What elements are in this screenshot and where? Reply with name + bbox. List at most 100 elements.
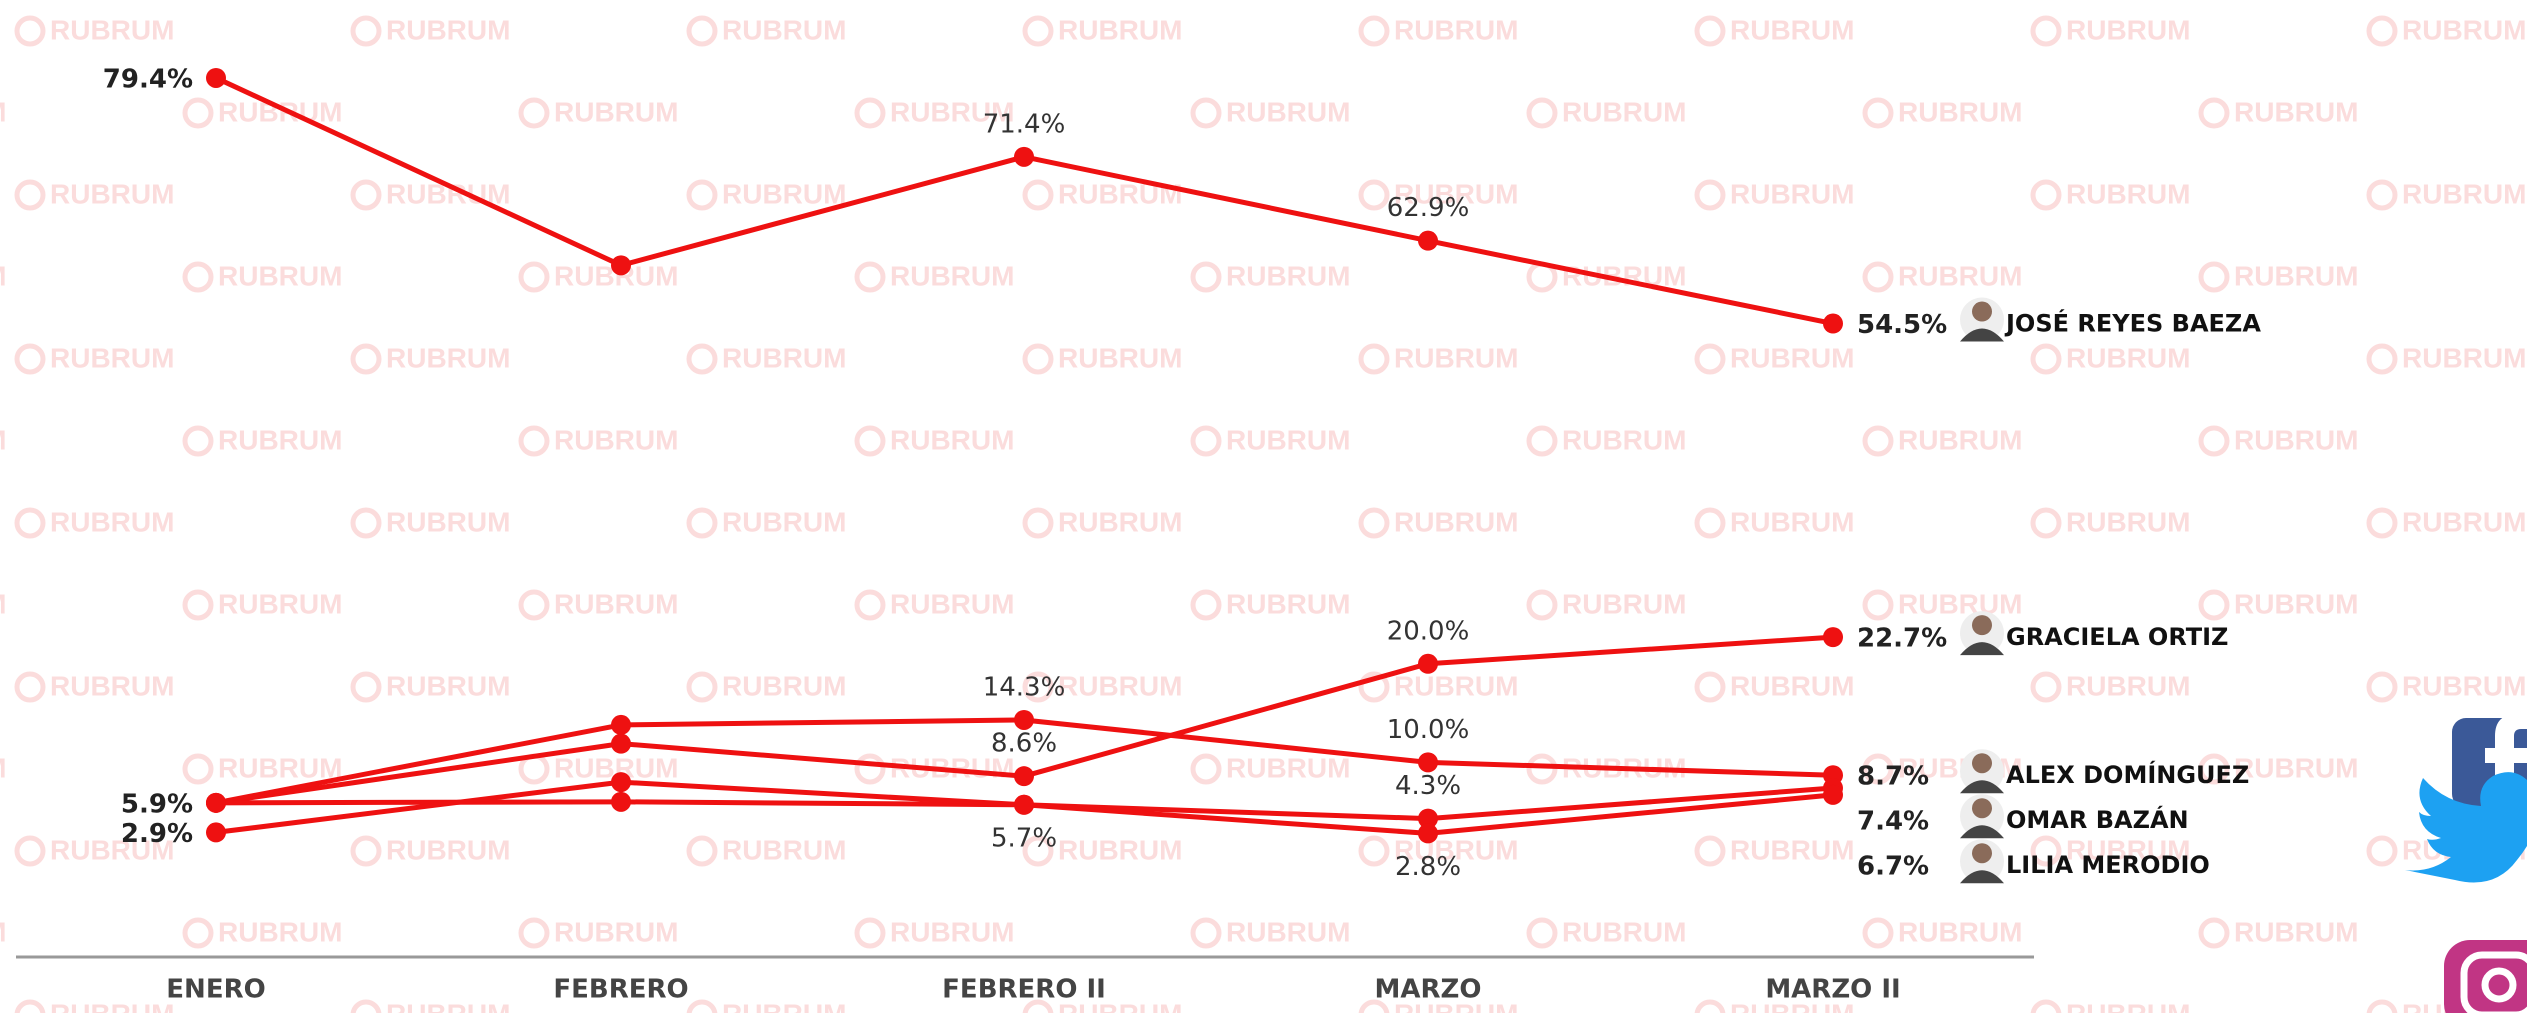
watermark-logo (2030, 507, 2062, 539)
watermark-logo (518, 425, 550, 457)
watermark-text: RUBRUM (722, 178, 846, 209)
value-label: 8.6% (991, 729, 1057, 759)
watermark-text: RUBRUM (386, 834, 510, 865)
value-label: 62.9% (1387, 193, 1470, 223)
watermark-logo (2198, 917, 2230, 949)
watermark-logo (350, 671, 382, 703)
x-tick-label: ENERO (166, 975, 265, 1005)
data-point (206, 67, 226, 88)
candidate-photo-head (1972, 301, 1992, 322)
watermark-text: RUBRUM (1058, 834, 1182, 865)
watermark-logo (1358, 343, 1390, 375)
watermark-text: RUBRUM (890, 916, 1014, 947)
watermark-logo (1694, 507, 1726, 539)
watermark-text: RUBRUM (218, 260, 342, 291)
social-icons (2405, 714, 2527, 1013)
watermark-logo (2030, 835, 2062, 867)
watermark-logo (14, 179, 46, 211)
watermark-text: RUBRUM (1562, 588, 1686, 619)
watermark-text: RUBRUM (1394, 998, 1518, 1013)
watermark-text: RUBRUM (1058, 506, 1182, 537)
watermark-logo (854, 753, 886, 785)
watermark-logo (1526, 753, 1558, 785)
watermark-text: RUBRUM (386, 14, 510, 45)
watermark-logo (2366, 507, 2398, 539)
legend-name: JOSÉ REYES BAEZA (2004, 309, 2261, 338)
watermark-logo (1862, 917, 1894, 949)
watermark-logo (686, 343, 718, 375)
watermark-text: RUBRUM (722, 834, 846, 865)
watermark-text: RUBRUM (1898, 96, 2022, 127)
watermark-logo (1358, 507, 1390, 539)
value-label: 5.9% (121, 789, 193, 819)
watermark-text: RUBRUM (50, 998, 174, 1013)
watermark-logo (1526, 589, 1558, 621)
data-point (206, 792, 226, 813)
watermark-logo (2366, 343, 2398, 375)
watermark-logo (518, 589, 550, 621)
watermark-text: RUBRUM (1898, 916, 2022, 947)
watermark-logo (1022, 507, 1054, 539)
watermark-logo (1358, 179, 1390, 211)
watermark-logo (1862, 753, 1894, 785)
data-point (1418, 752, 1438, 773)
watermark-logo (350, 999, 382, 1013)
watermark-logo (2030, 15, 2062, 47)
watermark-logo (1190, 425, 1222, 457)
watermark-logo (182, 917, 214, 949)
watermark-logo (1358, 999, 1390, 1013)
watermark-logo (1358, 671, 1390, 703)
watermark-text: RUBRUM (2066, 506, 2190, 537)
watermark-logo (2366, 671, 2398, 703)
legend-name: GRACIELA ORTIZ (2006, 623, 2228, 651)
watermark-text: RUBRUM (2234, 752, 2358, 783)
watermark-text: RUBRUM (890, 588, 1014, 619)
watermark-text: RUBRUM (218, 424, 342, 455)
data-point (1823, 784, 1843, 805)
watermark-text: RUBRUM (50, 178, 174, 209)
watermark-logo (2030, 671, 2062, 703)
value-label: 79.4% (103, 64, 193, 94)
watermark-text: RUBRUM (722, 998, 846, 1013)
watermark-layer: RUBRUM RUBRUM RUBRUM RUBRUM RUBRUM RUBRUM RUBR… (0, 14, 2526, 1013)
watermark-logo (2198, 425, 2230, 457)
watermark-text: RUBRUM (2066, 178, 2190, 209)
watermark-text: RUBRUM (1898, 424, 2022, 455)
watermark-text: RUBRUM (2234, 260, 2358, 291)
watermark-text: RUBRUM (0, 424, 6, 455)
watermark-logo (1862, 97, 1894, 129)
watermark-text: RUBRUM (218, 588, 342, 619)
watermark-logo (854, 917, 886, 949)
watermark-logo (518, 261, 550, 293)
watermark-logo (182, 589, 214, 621)
watermark-text: RUBRUM (1226, 752, 1350, 783)
watermark-logo (350, 15, 382, 47)
watermark-logo (1022, 179, 1054, 211)
watermark-logo (2198, 753, 2230, 785)
watermark-logo (1022, 671, 1054, 703)
watermark-text: RUBRUM (50, 342, 174, 373)
watermark-logo (1190, 753, 1222, 785)
watermark-text: RUBRUM (1226, 424, 1350, 455)
watermark-text: RUBRUM (386, 506, 510, 537)
twitter-icon[interactable] (2405, 772, 2527, 883)
watermark-text: RUBRUM (1226, 916, 1350, 947)
watermark-logo (1862, 589, 1894, 621)
watermark-text: RUBRUM (0, 752, 6, 783)
instagram-glyph (2460, 951, 2527, 1013)
candidate-photo-body (1960, 870, 2004, 884)
watermark-text: RUBRUM (1730, 342, 1854, 373)
watermark-logo (1190, 589, 1222, 621)
watermark-text: RUBRUM (50, 834, 174, 865)
legend-name: ALEX DOMÍNGUEZ (2006, 760, 2249, 789)
watermark-text: RUBRUM (1226, 588, 1350, 619)
legend-name: OMAR BAZÁN (2006, 805, 2189, 834)
watermark-text: RUBRUM (1898, 260, 2022, 291)
watermark-logo (1358, 15, 1390, 47)
watermark-text: RUBRUM (554, 588, 678, 619)
watermark-text: RUBRUM (386, 342, 510, 373)
watermark-text: RUBRUM (50, 670, 174, 701)
watermark-text: RUBRUM (2234, 588, 2358, 619)
data-point (1418, 808, 1438, 829)
watermark-logo (1694, 671, 1726, 703)
